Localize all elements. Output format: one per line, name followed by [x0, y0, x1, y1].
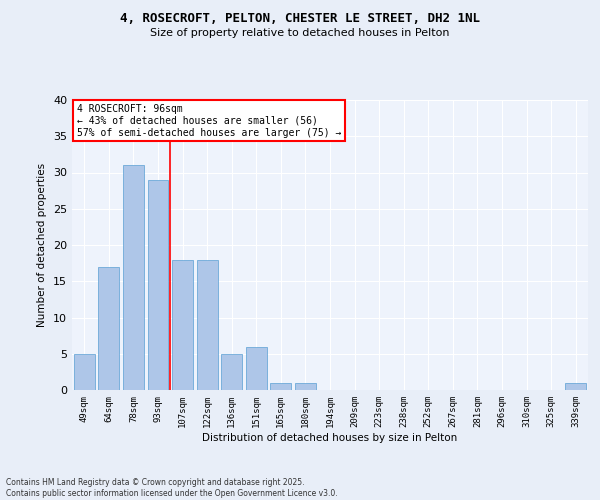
Bar [246, 346, 267, 390]
Bar [98, 267, 119, 390]
Bar [565, 383, 586, 390]
Bar [172, 260, 193, 390]
Bar [295, 383, 316, 390]
Text: Size of property relative to detached houses in Pelton: Size of property relative to detached ho… [150, 28, 450, 38]
Y-axis label: Number of detached properties: Number of detached properties [37, 163, 47, 327]
Bar [221, 354, 242, 390]
Bar [74, 354, 95, 390]
Bar [148, 180, 169, 390]
Bar [123, 165, 144, 390]
Bar [197, 260, 218, 390]
Text: 4, ROSECROFT, PELTON, CHESTER LE STREET, DH2 1NL: 4, ROSECROFT, PELTON, CHESTER LE STREET,… [120, 12, 480, 26]
Text: 4 ROSECROFT: 96sqm
← 43% of detached houses are smaller (56)
57% of semi-detache: 4 ROSECROFT: 96sqm ← 43% of detached hou… [77, 104, 341, 138]
Text: Contains HM Land Registry data © Crown copyright and database right 2025.
Contai: Contains HM Land Registry data © Crown c… [6, 478, 338, 498]
X-axis label: Distribution of detached houses by size in Pelton: Distribution of detached houses by size … [202, 432, 458, 442]
Bar [271, 383, 292, 390]
